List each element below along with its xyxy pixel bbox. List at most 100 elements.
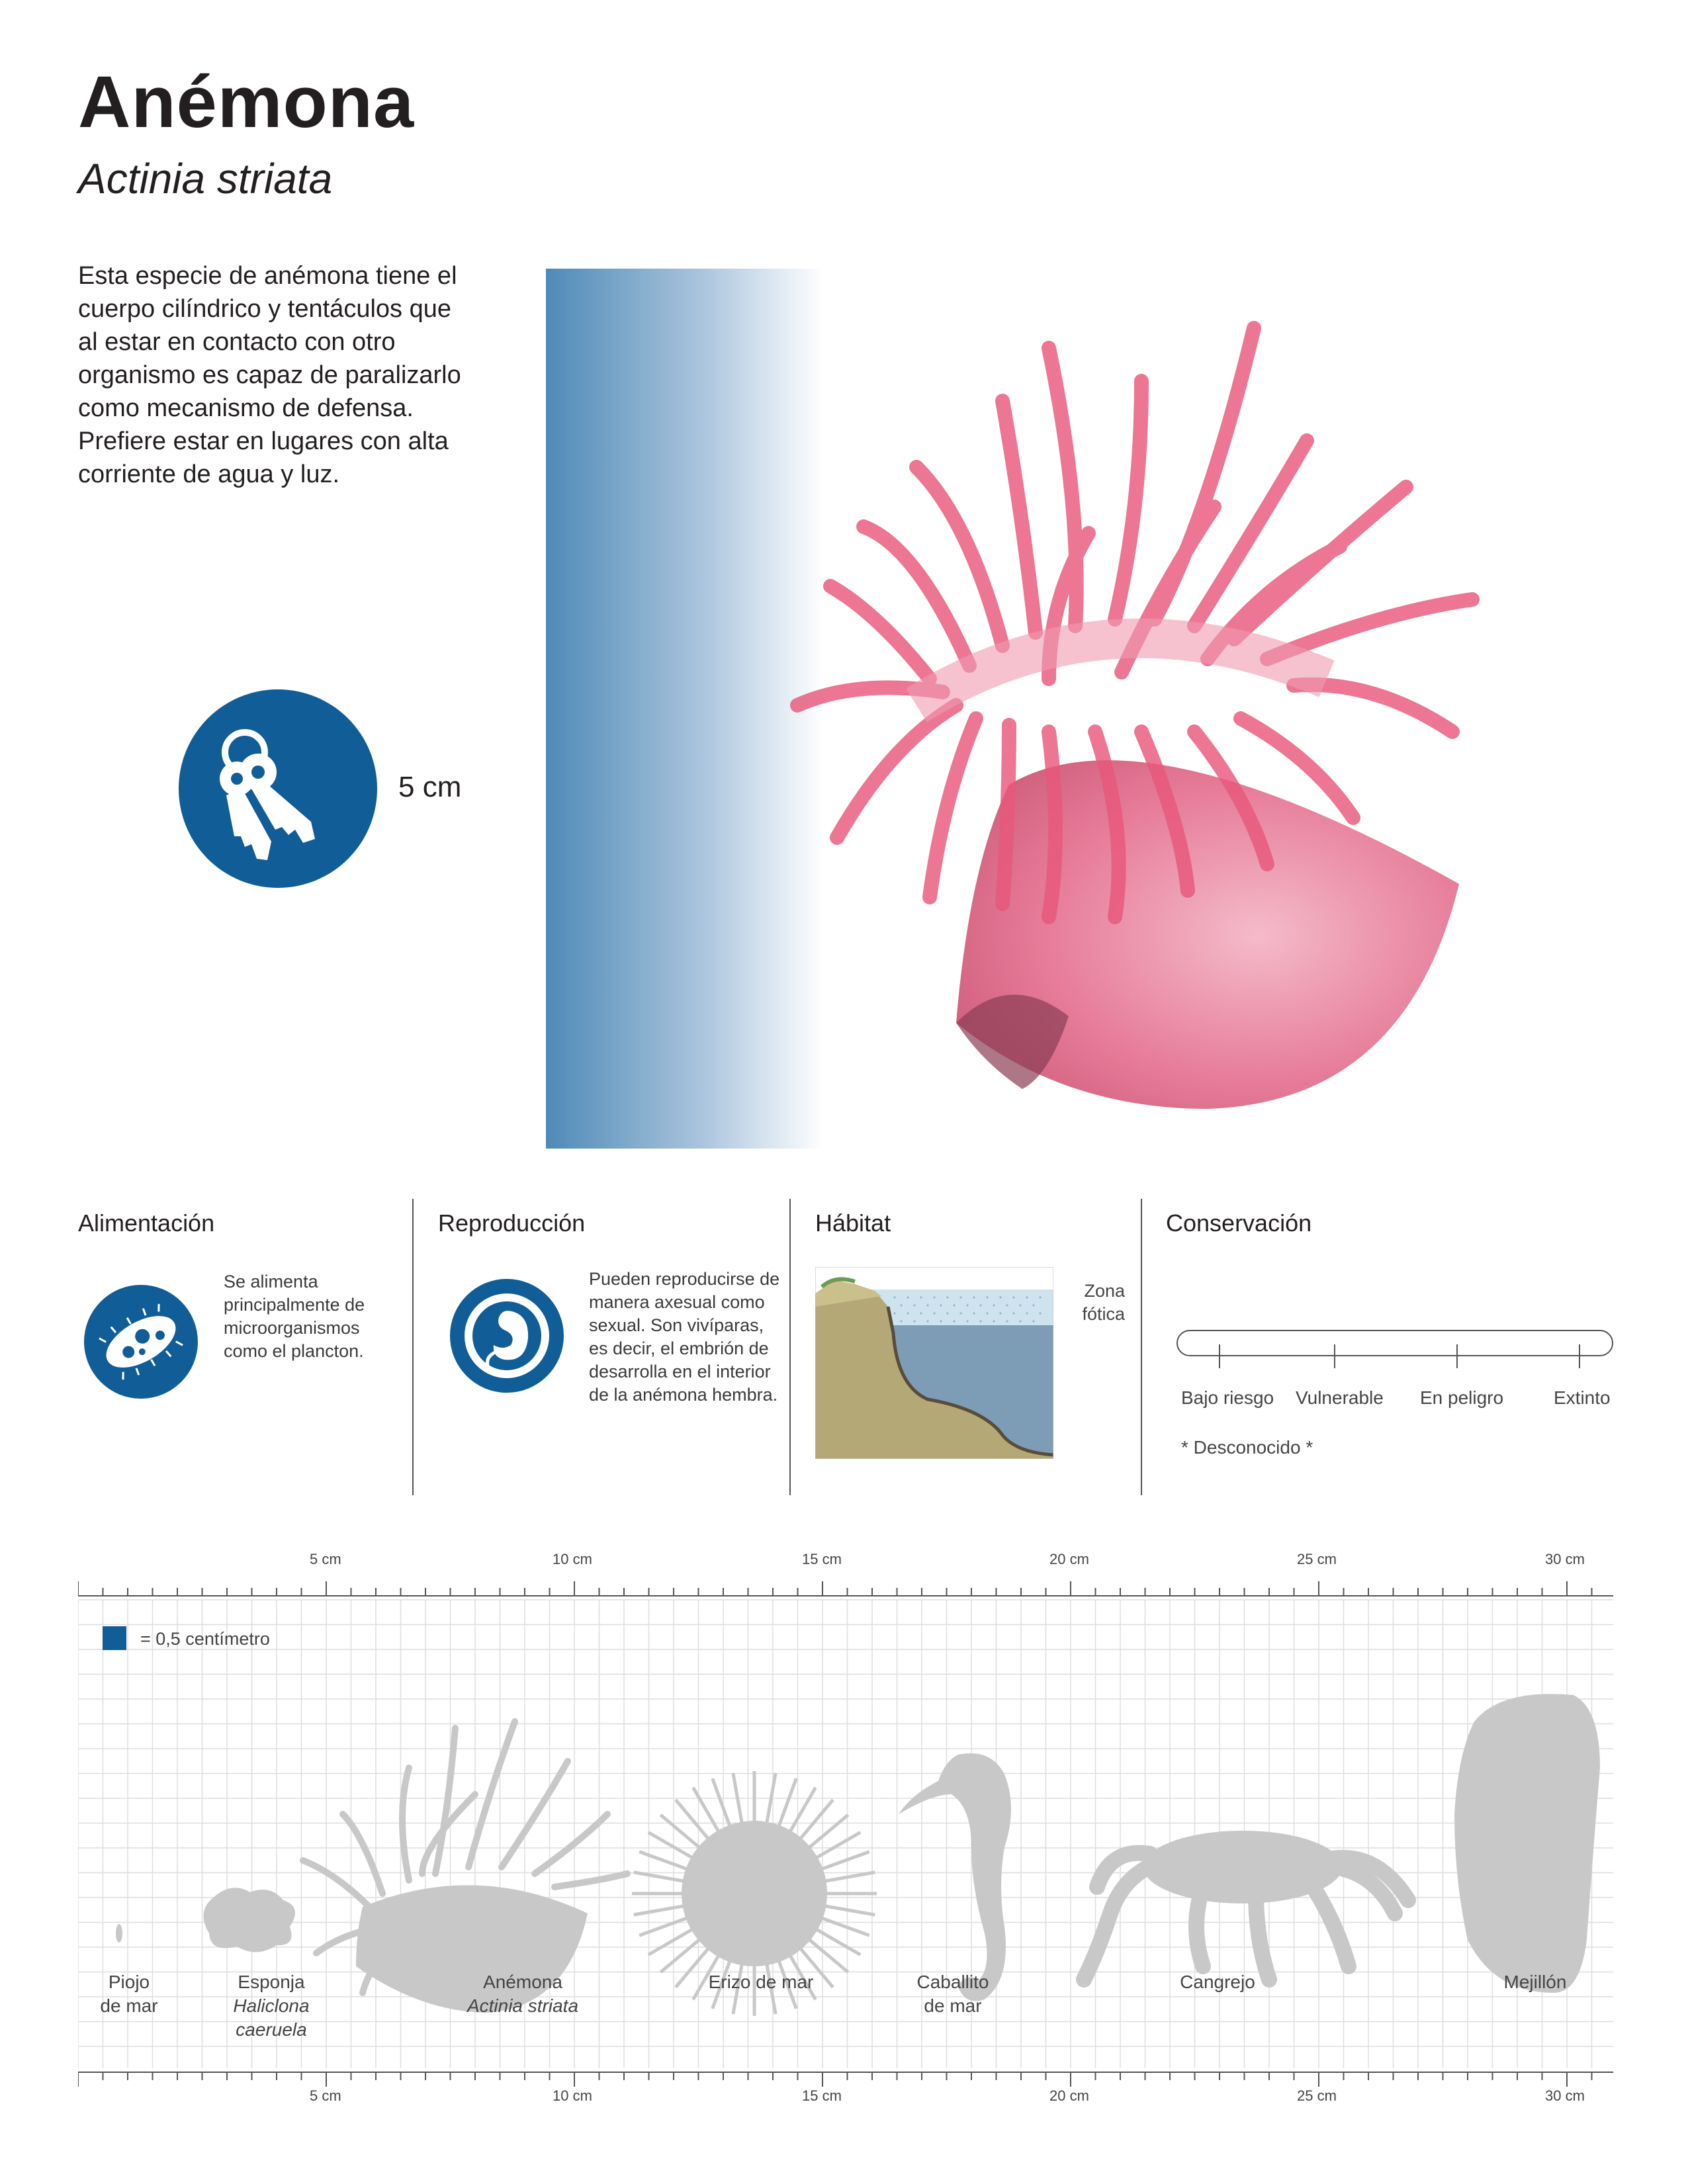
microorganism-icon xyxy=(84,1285,198,1399)
size-label: 5 cm xyxy=(398,771,462,803)
urchin-spine xyxy=(775,1955,798,2009)
tentacle xyxy=(419,1791,478,1877)
urchin-spine xyxy=(731,1772,745,1829)
animal-label: Mejillón xyxy=(1482,1970,1588,1994)
bottom-tick-label: 25 cm xyxy=(1297,2087,1337,2104)
section-title-alimentacion: Alimentación xyxy=(78,1209,215,1237)
urchin-spine xyxy=(785,1950,817,2001)
crab-leg xyxy=(1089,1845,1158,1895)
crab-leg xyxy=(1327,1859,1403,1921)
urchin-spine xyxy=(816,1850,870,1873)
urchin-spine xyxy=(785,1786,817,1837)
urchin-spine xyxy=(633,1903,689,1917)
conservation-status: * Desconocido * xyxy=(1181,1437,1313,1458)
top-tick-label: 10 cm xyxy=(553,1551,592,1567)
crab-leg xyxy=(1301,1872,1356,1974)
crab-leg xyxy=(1188,1879,1211,1974)
top-tick-label: 15 cm xyxy=(802,1551,842,1567)
tentacle xyxy=(498,1758,571,1870)
urchin-spine xyxy=(795,1798,834,1845)
sponge-silhouette xyxy=(203,1888,295,1952)
reproduccion-text: Pueden reproducirse de manera axesual co… xyxy=(589,1269,780,1405)
urchin-spine xyxy=(803,1935,850,1974)
tentacle xyxy=(359,1937,399,1996)
bottom-tick-label: 5 cm xyxy=(310,2087,341,2104)
anemone-tentacles xyxy=(300,1718,631,1996)
mussel-silhouette xyxy=(1454,1694,1600,1993)
animal-name: Mejillón xyxy=(1503,1972,1567,1992)
animal-label: Esponja Haliclona caeruela xyxy=(205,1970,337,2042)
animal-label: Piojo de mar xyxy=(86,1970,172,2018)
scale-tick xyxy=(1579,1344,1580,1368)
sea-urchin-silhouette xyxy=(682,1821,827,1966)
animal-latin: Haliclona caeruela xyxy=(233,1995,310,2040)
scientific-name: Actinia striata xyxy=(78,155,333,202)
level-extinto: Extinto xyxy=(1554,1387,1611,1408)
crab-leg xyxy=(1076,1853,1171,1987)
anemone-illustration xyxy=(546,269,1558,1149)
scale-tick xyxy=(1456,1344,1458,1368)
urchin-spine xyxy=(711,1778,734,1832)
section-title-conservacion: Conservación xyxy=(1166,1209,1312,1237)
top-tick-label: 20 cm xyxy=(1049,1551,1089,1567)
page-title: Anémona xyxy=(78,62,415,143)
urchin-spine xyxy=(819,1870,875,1884)
bottom-tick-label: 15 cm xyxy=(802,2087,842,2104)
urchin-spine xyxy=(764,1958,777,2015)
seahorse-silhouette xyxy=(899,1753,1011,2001)
urchin-spine xyxy=(811,1925,862,1956)
urchin-spine xyxy=(764,1772,777,1829)
alimentacion-text: Se alimenta principalmente de microorgan… xyxy=(224,1272,365,1361)
bottom-tick-label: 30 cm xyxy=(1545,2087,1585,2104)
urchin-spine xyxy=(811,1831,862,1862)
tentacle xyxy=(531,1811,611,1877)
bottom-tick-label: 20 cm xyxy=(1049,2087,1089,2104)
bottom-tick-label: 10 cm xyxy=(553,2087,592,2104)
top-tick-label: 5 cm xyxy=(310,1551,341,1567)
tentacle xyxy=(465,1718,518,1870)
section-title-reproduccion: Reproducción xyxy=(438,1209,586,1237)
sea-louse-silhouette xyxy=(116,1924,122,1943)
urchin-spine xyxy=(731,1958,745,2015)
urchin-spine xyxy=(775,1778,798,1832)
legend-text: = 0,5 centímetro xyxy=(140,1629,270,1649)
animal-label: Erizo de mar xyxy=(688,1970,834,1994)
urchin-spine xyxy=(659,1813,705,1853)
urchin-spine xyxy=(674,1943,713,1989)
animal-label: Anémona Actinia striata xyxy=(430,1970,615,2018)
animal-name: Erizo de mar xyxy=(708,1972,814,1992)
tentacle xyxy=(300,1857,373,1910)
urchin-spine xyxy=(639,1850,693,1873)
level-bajo-riesgo: Bajo riesgo xyxy=(1181,1387,1274,1408)
level-en-peligro: En peligro xyxy=(1420,1387,1504,1408)
crab-leg xyxy=(1248,1886,1277,1987)
tentacle xyxy=(399,1765,412,1884)
animal-name: Anémona xyxy=(483,1972,562,1992)
urchin-spine xyxy=(674,1798,713,1845)
urchin-spine xyxy=(819,1903,875,1917)
animal-label: Cangrejo xyxy=(1151,1970,1284,1994)
section-title-habitat: Hábitat xyxy=(815,1209,891,1237)
crab-legs xyxy=(1076,1845,1416,1987)
tentacle xyxy=(339,1811,386,1897)
urchin-spine xyxy=(633,1870,689,1884)
animal-name: Caballito de mar xyxy=(916,1972,989,2016)
divider xyxy=(1141,1199,1142,1495)
animal-name: Cangrejo xyxy=(1180,1972,1255,1992)
urchin-spine xyxy=(647,1831,698,1862)
crab-silhouette xyxy=(1143,1831,1342,1903)
urchin-spine xyxy=(711,1955,734,2009)
urchin-spine xyxy=(647,1925,698,1956)
urchin-spine xyxy=(803,1813,850,1853)
level-vulnerable: Vulnerable xyxy=(1296,1387,1384,1408)
crab-leg xyxy=(1314,1850,1416,1908)
divider xyxy=(412,1199,414,1495)
zona-fotica-label: Zona fótica xyxy=(1082,1281,1125,1324)
tentacle xyxy=(551,1870,631,1890)
top-tick-label: 30 cm xyxy=(1545,1551,1585,1567)
animal-name: Piojo de mar xyxy=(100,1972,158,2016)
animal-latin: Actinia striata xyxy=(466,1995,579,2016)
urchin-spine xyxy=(639,1914,693,1937)
description-text: Esta especie de anémona tiene el cuerpo … xyxy=(78,262,461,488)
urchin-spine xyxy=(691,1950,723,2001)
